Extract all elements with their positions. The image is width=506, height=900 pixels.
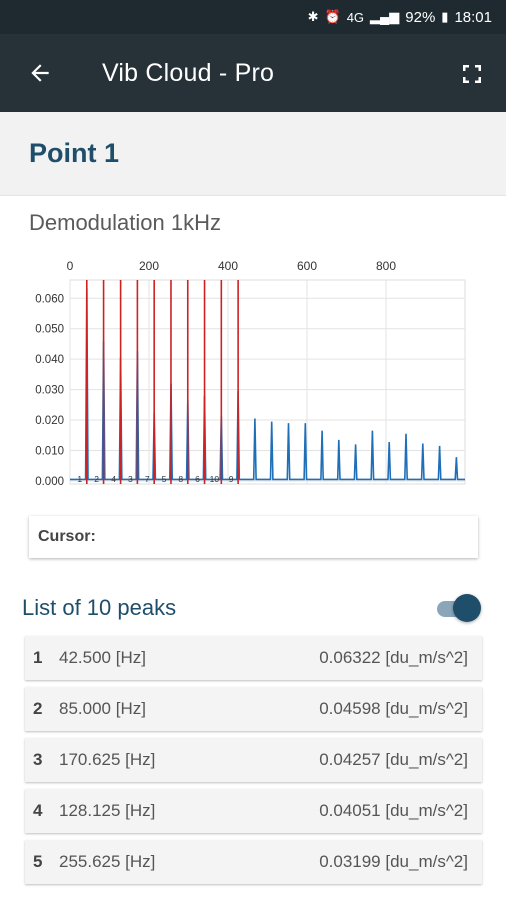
peak-frequency: 42.500 [Hz] [59, 648, 146, 667]
point-header: Point 1 [0, 112, 506, 196]
cursor-label: Cursor: [38, 528, 96, 545]
peaks-title: List of 10 peaks [22, 595, 177, 620]
peak-frequency: 170.625 [Hz] [59, 750, 156, 769]
spectrum-chart[interactable]: 0 200 400 600 800 0.000 0.010 0.020 0.030 0.040 0.… [22, 256, 470, 492]
bluetooth-icon: ✱ [307, 9, 319, 24]
toggle-thumb [453, 594, 481, 622]
y-tick-label: 0.010 [35, 446, 64, 458]
peak-marker-label: 10 [210, 474, 220, 484]
peak-frequency: 255.625 [Hz] [59, 852, 156, 871]
peak-marker-label: 1 [77, 474, 82, 484]
battery-percent: 92% [405, 8, 436, 26]
x-tick-label: 0 [67, 259, 74, 273]
peak-index: 4 [33, 801, 43, 820]
spectrum-chart-svg[interactable]: 0 200 400 600 800 0.000 0.010 0.020 0.030 0.040 0.… [22, 256, 470, 492]
y-tick-label: 0.050 [35, 324, 64, 336]
status-bar: ✱ ⏰ 4G ▂▄▆ 92% ▮ 18:01 [0, 0, 506, 34]
y-tick-label: 0.040 [35, 354, 64, 366]
peak-marker-label: 6 [195, 474, 200, 484]
signal-icon: ▂▄▆ [370, 9, 400, 24]
peaks-toggle[interactable] [435, 594, 481, 622]
battery-icon: ▮ [441, 9, 449, 24]
y-tick-label: 0.030 [35, 385, 64, 397]
back-button[interactable] [12, 45, 68, 101]
peak-amplitude: 0.03199 [du_m/s^2] [319, 852, 468, 871]
peak-index: 1 [33, 648, 43, 667]
fullscreen-button[interactable] [452, 54, 492, 94]
x-tick-label: 800 [376, 259, 396, 273]
peak-row[interactable]: 1 42.500 [Hz] 0.06322 [du_m/s^2] [25, 636, 482, 680]
x-tick-label: 600 [297, 259, 317, 273]
x-tick-label: 400 [218, 259, 238, 273]
peak-amplitude: 0.04598 [du_m/s^2] [319, 699, 468, 718]
peak-row[interactable]: 3 170.625 [Hz] 0.04257 [du_m/s^2] [25, 738, 482, 782]
spectrum-series-line [70, 288, 465, 481]
peak-row[interactable]: 2 85.000 [Hz] 0.04598 [du_m/s^2] [25, 687, 482, 731]
peak-index: 2 [33, 699, 43, 718]
app-title: Vib Cloud - Pro [102, 58, 275, 87]
chart-title: Demodulation 1kHz [29, 210, 221, 235]
peak-marker-label: 4 [111, 474, 116, 484]
fullscreen-icon [463, 65, 481, 83]
peak-row[interactable]: 5 255.625 [Hz] 0.03199 [du_m/s^2] [25, 840, 482, 884]
peak-list: 1 42.500 [Hz] 0.06322 [du_m/s^2] 2 85.00… [25, 636, 482, 891]
network-type-label: 4G [346, 9, 365, 25]
y-tick-label: 0.000 [35, 476, 64, 488]
y-tick-label: 0.020 [35, 415, 64, 427]
peak-marker-label: 8 [178, 474, 183, 484]
peak-amplitude: 0.04051 [du_m/s^2] [319, 801, 468, 820]
peak-amplitude: 0.04257 [du_m/s^2] [319, 750, 468, 769]
peak-marker-label: 3 [128, 474, 133, 484]
point-title: Point 1 [29, 138, 120, 168]
peak-frequency: 85.000 [Hz] [59, 699, 146, 718]
arrow-back-icon [31, 64, 49, 82]
peak-index: 3 [33, 750, 43, 769]
peak-frequency: 128.125 [Hz] [59, 801, 156, 820]
peak-marker-label: 5 [162, 474, 167, 484]
peak-index: 5 [33, 852, 43, 871]
y-tick-label: 0.060 [35, 293, 64, 305]
x-tick-label: 200 [139, 259, 159, 273]
peak-marker-label: 7 [145, 474, 150, 484]
app-bar: Vib Cloud - Pro [0, 34, 506, 112]
status-time: 18:01 [454, 8, 492, 26]
peak-row[interactable]: 4 128.125 [Hz] 0.04051 [du_m/s^2] [25, 789, 482, 833]
cursor-panel: Cursor: [29, 516, 478, 558]
peak-marker-label: 9 [229, 474, 234, 484]
peaks-header: List of 10 peaks [22, 590, 484, 626]
peak-amplitude: 0.06322 [du_m/s^2] [319, 648, 468, 667]
alarm-icon: ⏰ [324, 9, 341, 24]
peak-marker-label: 2 [94, 474, 99, 484]
